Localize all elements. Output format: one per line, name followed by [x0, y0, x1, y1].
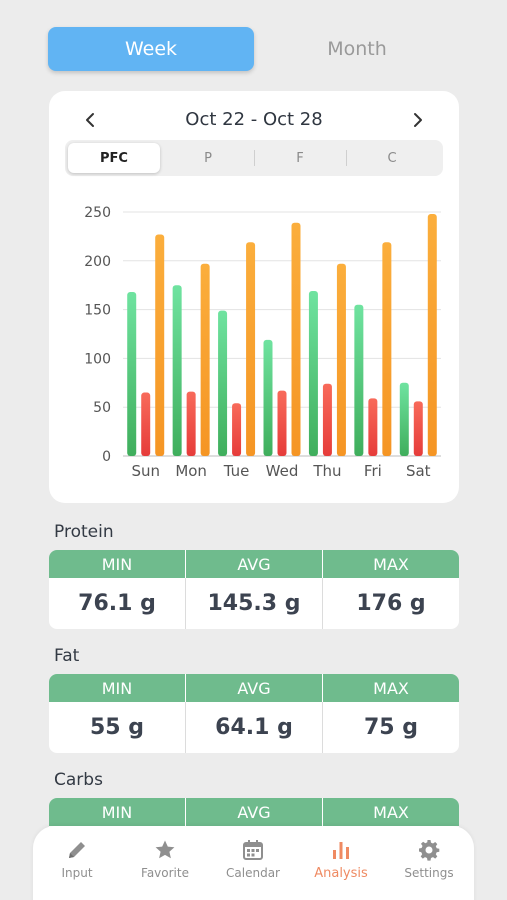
tab-label: Favorite	[141, 866, 189, 880]
carbs-bar	[336, 263, 346, 456]
fat-bar	[186, 391, 196, 456]
gear-icon	[419, 840, 440, 861]
star-icon	[155, 840, 175, 859]
tab-favorite[interactable]: Favorite	[121, 838, 209, 880]
carbs-bar	[291, 222, 301, 456]
protein-avg: 145.3 g	[185, 578, 322, 629]
pfc-bar-chart: 0 50 100 150 200 250 Sun Mon Tue Wed Thu Fri Sat	[84, 205, 441, 480]
fat-bar	[368, 398, 378, 456]
min-header: MIN	[101, 802, 133, 822]
tab-input[interactable]: Input	[33, 838, 121, 880]
min-header: MIN	[101, 554, 133, 574]
tab-label: Analysis	[314, 866, 368, 881]
protein-stats-table: MIN AVG MAX 76.1 g 145.3 g 176 g	[49, 550, 459, 629]
stats-header: MIN AVG MAX	[49, 798, 459, 826]
month-tab[interactable]: Month	[327, 38, 387, 60]
protein-bar	[308, 291, 318, 456]
protein-bar	[218, 310, 228, 456]
protein-bar	[354, 304, 364, 456]
bottom-tab-bar: Input Favorite Calendar Analysis Setting…	[33, 826, 474, 900]
carbs-bar	[155, 234, 165, 456]
stats-values: 55 g 64.1 g 75 g	[49, 702, 459, 753]
y-tick-label: 250	[84, 205, 111, 221]
carbs-title: Carbs	[54, 770, 103, 790]
nutrient-tabs: PFC P F C	[65, 140, 443, 176]
fat-max: 75 g	[322, 702, 459, 753]
fat-bar	[141, 392, 151, 456]
carbs-bar	[382, 242, 392, 456]
chevron-left-icon	[86, 113, 94, 127]
next-week-button[interactable]	[403, 105, 433, 135]
avg-header: AVG	[185, 550, 322, 578]
max-header: MAX	[322, 550, 459, 578]
protein-bar	[172, 285, 182, 456]
y-tick-label: 150	[84, 303, 111, 319]
fat-avg: 64.1 g	[185, 702, 322, 753]
max-header: MAX	[322, 674, 459, 702]
tab-settings[interactable]: Settings	[385, 838, 473, 880]
x-tick-label: Tue	[223, 462, 250, 480]
tab-label: Settings	[404, 866, 454, 880]
fat-bar	[413, 401, 423, 456]
period-toggle: Week Month	[48, 27, 463, 73]
fat-min: 55 g	[89, 715, 145, 740]
x-tick-label: Sun	[131, 462, 160, 480]
stats-values: 76.1 g 145.3 g 176 g	[49, 578, 459, 629]
tab-divider	[346, 150, 347, 166]
tab-analysis[interactable]: Analysis	[297, 838, 385, 881]
protein-bar	[127, 292, 137, 456]
protein-bar	[263, 339, 273, 456]
fat-bar	[232, 403, 242, 456]
chevron-right-icon	[414, 113, 422, 127]
pencil-icon	[69, 842, 85, 858]
y-tick-label: 100	[84, 351, 111, 367]
y-tick-label: 0	[102, 449, 111, 465]
tab-protein[interactable]: P	[204, 150, 212, 166]
week-tab[interactable]: Week	[48, 27, 254, 71]
tab-divider	[254, 150, 255, 166]
x-tick-label: Wed	[266, 462, 299, 480]
protein-min: 76.1 g	[78, 591, 156, 616]
fat-stats-table: MIN AVG MAX 55 g 64.1 g 75 g	[49, 674, 459, 753]
protein-bar	[399, 382, 409, 456]
protein-title: Protein	[54, 522, 114, 542]
fat-bar	[322, 383, 332, 456]
fat-title: Fat	[54, 646, 80, 666]
tab-label: Calendar	[226, 866, 280, 880]
chart-card: Oct 22 - Oct 28 PFC P F C 0 50 100 150 200 25…	[49, 91, 459, 503]
fat-bar	[277, 390, 287, 456]
y-tick-label: 50	[93, 400, 111, 416]
carbs-bar	[200, 263, 210, 456]
previous-week-button[interactable]	[75, 105, 105, 135]
avg-header: AVG	[185, 674, 322, 702]
bar-chart-icon	[333, 842, 349, 859]
tab-calendar[interactable]: Calendar	[209, 838, 297, 880]
max-header: MAX	[322, 798, 459, 826]
protein-max: 176 g	[322, 578, 459, 629]
avg-header: AVG	[185, 798, 322, 826]
stats-header: MIN AVG MAX	[49, 674, 459, 702]
calendar-icon	[243, 840, 263, 860]
min-header: MIN	[101, 678, 133, 698]
x-tick-label: Thu	[312, 462, 341, 480]
carbs-bar	[246, 242, 256, 456]
tab-pfc[interactable]: PFC	[68, 143, 160, 173]
x-tick-label: Mon	[175, 462, 207, 480]
date-range: Oct 22 - Oct 28	[185, 109, 323, 130]
tab-carbs[interactable]: C	[387, 150, 397, 166]
x-tick-label: Sat	[406, 462, 431, 480]
stats-header: MIN AVG MAX	[49, 550, 459, 578]
carbs-bar	[427, 213, 437, 456]
tab-fat[interactable]: F	[296, 150, 304, 166]
tab-label: Input	[61, 866, 93, 880]
x-tick-label: Fri	[364, 462, 382, 480]
y-tick-label: 200	[84, 254, 111, 270]
